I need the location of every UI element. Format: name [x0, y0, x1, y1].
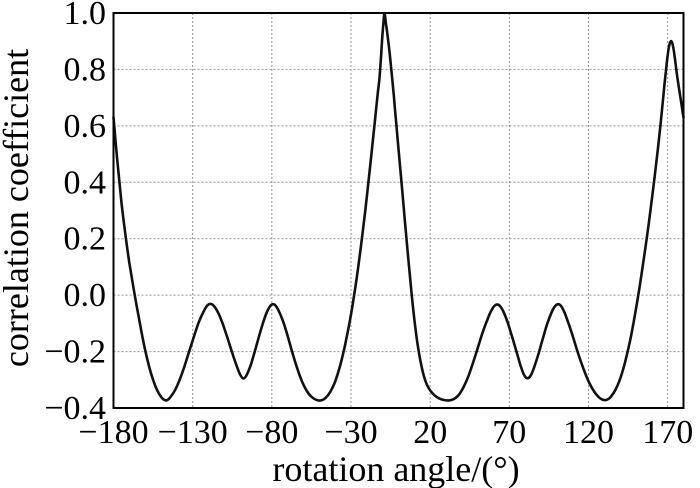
x-tick-label: 70	[492, 414, 526, 451]
grid	[113, 13, 684, 408]
x-tick-label: −130	[158, 414, 228, 451]
x-tick-label: −30	[324, 414, 377, 451]
y-axis-title: correlation coefficient	[0, 49, 36, 367]
y-tick-label: 0.0	[64, 277, 107, 314]
curve-layer	[112, 12, 685, 402]
x-tick-label: −180	[78, 414, 148, 451]
y-tick-label: 0.2	[64, 221, 107, 258]
plot-frame	[112, 12, 685, 409]
x-axis-title: rotation angle/(°)	[272, 449, 519, 488]
curve-correlation-coefficient-vs-rotation-angle	[112, 12, 685, 402]
y-tick-label: 0.6	[64, 108, 107, 145]
y-tick-label: 1.0	[64, 0, 107, 32]
x-tick-label: 120	[563, 414, 614, 451]
tick-labels: −180 −130 −80 −30 20 70 120 170 1.0 0.8 0.6 0.4 0.2 0…	[44, 0, 693, 451]
x-tick-label: −80	[245, 414, 298, 451]
x-tick-label: 170	[642, 414, 693, 451]
plot-frame-rect	[112, 12, 685, 409]
y-tick-label: −0.4	[44, 390, 106, 427]
x-tick-label: 20	[413, 414, 447, 451]
y-tick-label: −0.2	[44, 334, 106, 371]
y-tick-label: 0.8	[64, 51, 107, 88]
y-tick-label: 0.4	[64, 164, 107, 201]
